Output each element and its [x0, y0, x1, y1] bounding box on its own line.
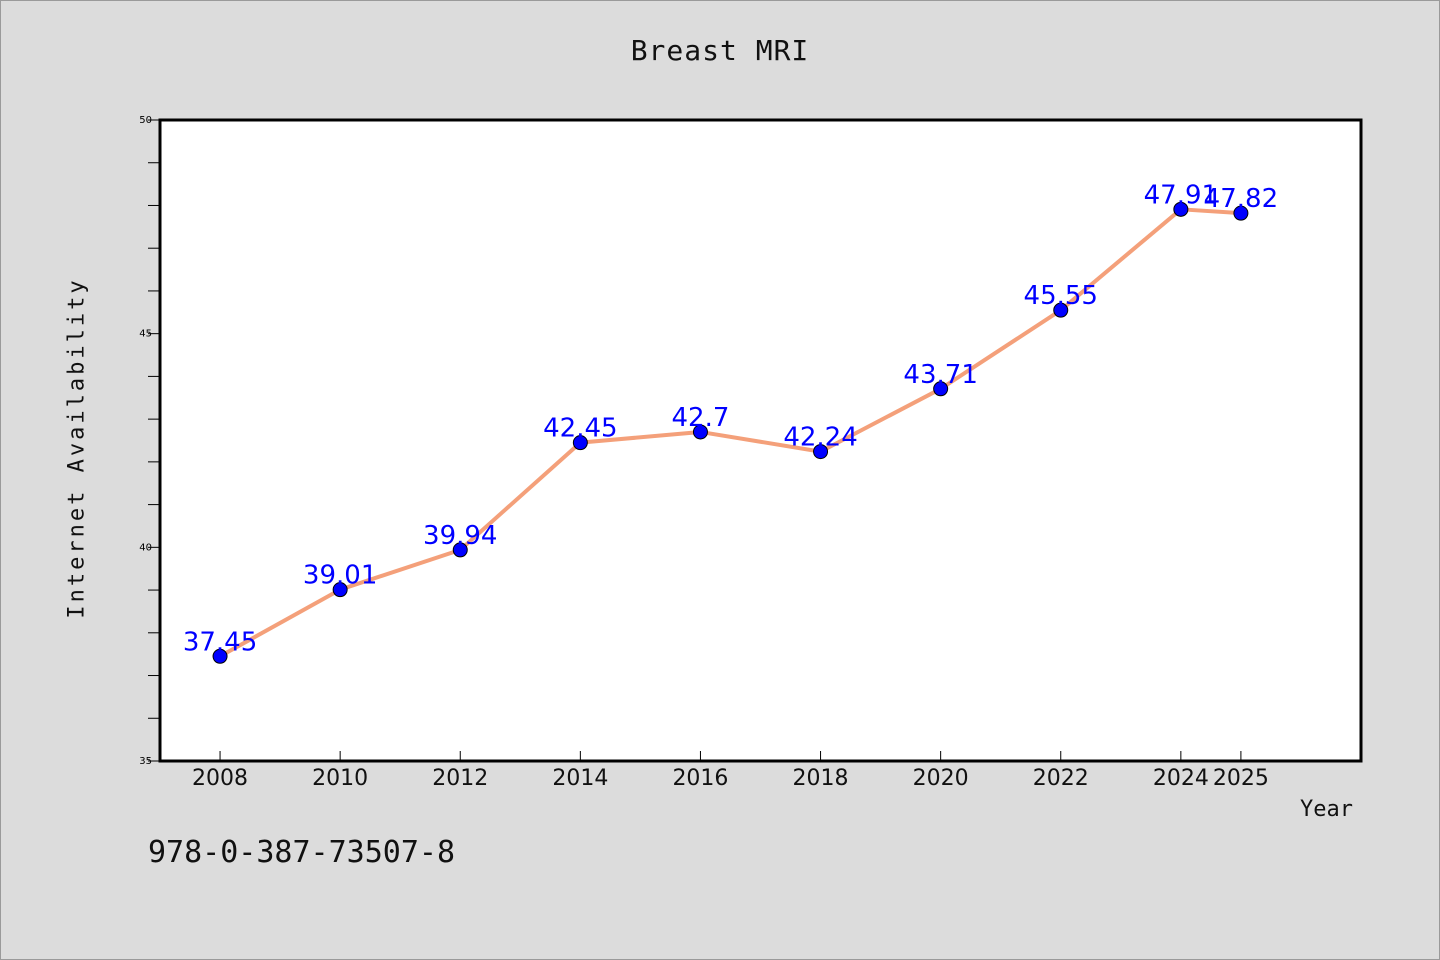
- data-label: 45.55: [1024, 281, 1098, 311]
- x-tick-label: 2024: [1153, 766, 1209, 791]
- x-axis-label: Year: [1300, 797, 1353, 822]
- y-tick-label: 35: [139, 756, 152, 767]
- x-axis-ticks: 2008 2010 2012 2014 2016 2018 2020 2022 2024 2025: [192, 751, 1269, 791]
- x-tick-label: 2014: [552, 766, 608, 791]
- y-tick-label: 40: [139, 542, 152, 553]
- data-label: 47.82: [1204, 184, 1278, 214]
- data-label: 39.01: [303, 561, 377, 591]
- data-label: 37.45: [183, 627, 257, 657]
- series-line: [219, 207, 1242, 659]
- chart-title: Breast MRI: [630, 34, 810, 67]
- data-point: [332, 582, 348, 598]
- data-point: [692, 424, 708, 440]
- data-labels: 37.45 39.01 39.94 42.45 42.7 42.24 43.71 45.55 4…: [183, 180, 1278, 657]
- data-label: 43.71: [903, 360, 977, 390]
- data-point: [1053, 302, 1069, 318]
- x-tick-label: 2018: [793, 766, 849, 791]
- plot-border: [158, 118, 1363, 763]
- data-label: 42.24: [783, 423, 857, 453]
- x-tick-label: 2008: [192, 766, 248, 791]
- y-tick-label: 50: [139, 115, 152, 126]
- data-point: [813, 444, 829, 460]
- data-point: [1173, 201, 1189, 217]
- x-tick-label: 2025: [1213, 766, 1269, 791]
- data-label: 39.94: [423, 521, 497, 551]
- data-point: [212, 648, 228, 664]
- x-tick-label: 2022: [1033, 766, 1089, 791]
- data-point: [452, 542, 468, 558]
- data-label: 42.7: [672, 403, 730, 433]
- series-group: [212, 201, 1249, 664]
- x-tick-label: 2016: [672, 766, 728, 791]
- y-axis-ticks: 35 40 45 50: [139, 115, 160, 767]
- x-tick-label: 2010: [312, 766, 368, 791]
- data-point: [933, 381, 949, 397]
- y-tick-label: 45: [139, 329, 152, 340]
- x-tick-label: 2020: [913, 766, 969, 791]
- data-point: [1233, 205, 1249, 221]
- data-label: 42.45: [543, 414, 617, 444]
- data-point: [572, 435, 588, 451]
- data-label: 47.91: [1144, 180, 1218, 210]
- isbn-code: 978-0-387-73507-8: [148, 835, 456, 870]
- x-tick-label: 2012: [432, 766, 488, 791]
